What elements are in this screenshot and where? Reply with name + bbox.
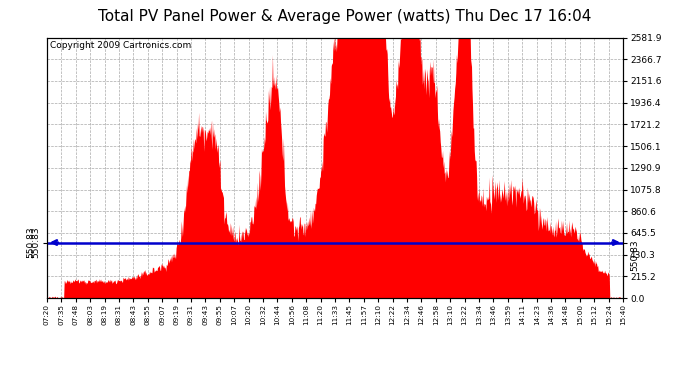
Text: Total PV Panel Power & Average Power (watts) Thu Dec 17 16:04: Total PV Panel Power & Average Power (wa… [98, 9, 592, 24]
Text: 550.83: 550.83 [26, 227, 35, 258]
Text: Copyright 2009 Cartronics.com: Copyright 2009 Cartronics.com [50, 41, 191, 50]
